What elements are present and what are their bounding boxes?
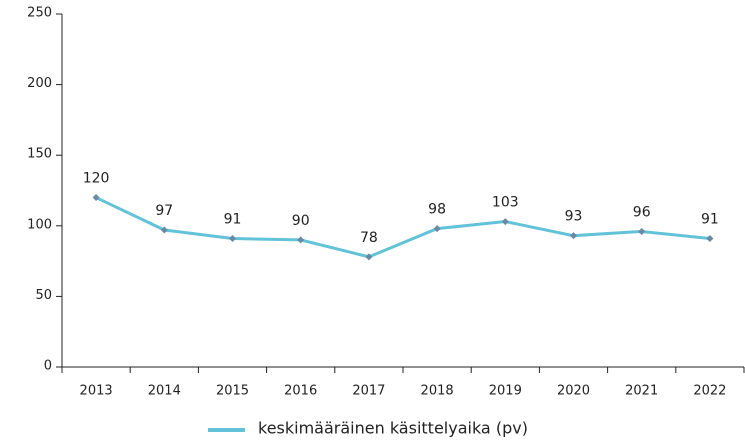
point-marker: [365, 253, 373, 261]
x-tick-label: 2014: [148, 384, 181, 399]
data-label: 98: [428, 202, 446, 218]
x-tick-label: 2017: [352, 384, 385, 399]
point-marker: [160, 226, 168, 234]
data-label: 120: [83, 171, 110, 187]
point-marker: [570, 232, 577, 240]
point-marker: [433, 225, 441, 233]
data-label: 97: [155, 203, 173, 219]
y-tick-label: 100: [27, 217, 52, 232]
y-tick-label: 150: [27, 147, 52, 162]
x-tick-label: 2020: [557, 384, 590, 399]
point-marker: [638, 227, 646, 235]
data-label: 93: [565, 209, 583, 225]
y-tick-label: 50: [35, 288, 52, 303]
x-tick-label: 2018: [421, 384, 454, 399]
x-tick-label: 2022: [693, 384, 726, 399]
point-marker: [229, 235, 236, 243]
x-tick-label: 2013: [80, 384, 113, 399]
data-label: 91: [701, 212, 719, 228]
data-label: 103: [492, 195, 519, 211]
x-tick-label: 2019: [489, 384, 522, 399]
x-tick-label: 2016: [284, 384, 317, 399]
y-tick-label: 250: [27, 6, 52, 21]
data-label: 90: [292, 213, 310, 229]
legend-label: keskimääräinen käsittelyaika (pv): [258, 419, 528, 438]
x-tick-label: 2021: [625, 384, 658, 399]
point-marker: [706, 235, 714, 243]
point-marker: [297, 236, 305, 244]
y-tick-label: 0: [44, 359, 52, 374]
y-tick-label: 200: [27, 76, 52, 91]
point-marker: [501, 218, 509, 226]
x-tick-label: 2015: [216, 384, 249, 399]
point-marker: [92, 194, 100, 202]
series-line: [95, 196, 711, 259]
data-label: 78: [360, 230, 378, 246]
data-label: 96: [633, 204, 651, 220]
data-label: 91: [224, 212, 242, 228]
